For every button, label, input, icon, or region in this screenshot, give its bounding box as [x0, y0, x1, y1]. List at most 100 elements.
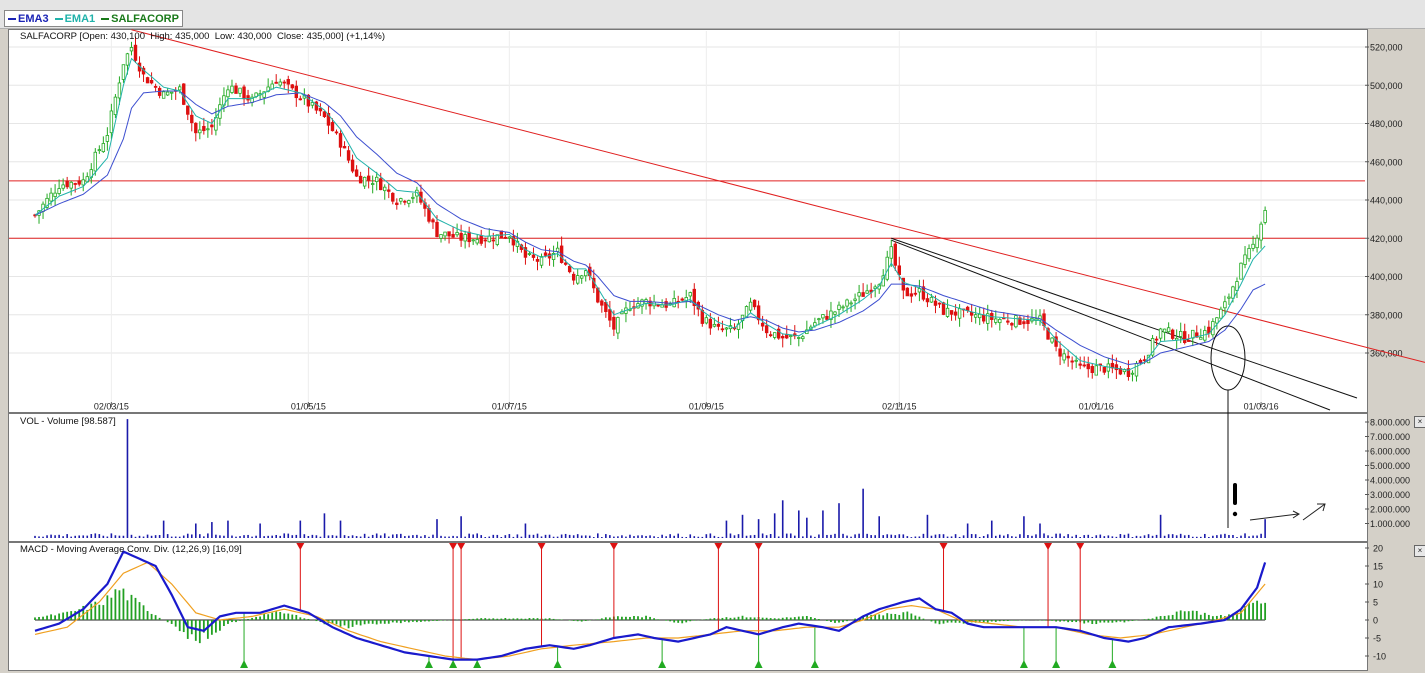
candle-body [161, 91, 166, 99]
macd-histogram-bar [1183, 611, 1186, 620]
candle-body [833, 311, 837, 315]
macd-y-tick-label: -5 [1373, 634, 1381, 644]
macd-histogram-bar [1091, 620, 1094, 624]
macd-histogram-bar [363, 620, 366, 625]
volume-bar [412, 535, 414, 538]
macd-histogram-bar [468, 618, 471, 620]
candle-body [471, 239, 475, 242]
candle-body [93, 151, 97, 172]
macd-histogram-bar [182, 620, 185, 633]
candle-body [379, 178, 383, 191]
macd-pane-close-button[interactable]: × [1414, 545, 1425, 557]
volume-pane[interactable]: VOL - Volume [98.587] [8, 413, 1368, 542]
volume-bar [532, 534, 535, 538]
legend-item-salfacorp[interactable]: SALFACORP [101, 13, 179, 25]
macd-histogram-bar [166, 620, 169, 623]
macd-histogram-bar [657, 619, 659, 620]
macd-histogram-bar [1220, 614, 1222, 620]
candle-body [133, 44, 138, 61]
macd-histogram-bar [942, 620, 945, 624]
macd-histogram-bar [1207, 614, 1210, 620]
volume-bar [158, 535, 161, 538]
macd-histogram-bar [98, 604, 101, 620]
volume-bar [789, 533, 792, 538]
candle-body [507, 236, 512, 239]
volume-bar [673, 535, 675, 538]
sell-signal-marker [939, 543, 948, 550]
legend-item-ema1[interactable]: EMA1 [54, 13, 95, 25]
candle-body [491, 239, 495, 242]
macd-histogram-bar [1147, 618, 1150, 620]
candle-body [897, 265, 901, 276]
macd-histogram-bar [58, 613, 61, 620]
volume-bar [1115, 536, 1118, 538]
candle-body [998, 318, 1002, 324]
candle-body [226, 89, 230, 98]
candle-body [503, 236, 508, 239]
candle-body [234, 85, 238, 94]
volume-bar [512, 536, 515, 538]
volume-bar [613, 536, 615, 538]
candle-body [113, 96, 118, 116]
macd-histogram-bar [520, 618, 523, 620]
macd-histogram-bar [1187, 611, 1190, 620]
volume-bar [954, 534, 957, 538]
volume-bar [886, 534, 889, 538]
volume-bar [166, 534, 169, 538]
candle-body [374, 176, 379, 183]
macd-histogram-bar [283, 613, 286, 620]
volume-bar [713, 535, 716, 538]
volume-bar [371, 534, 374, 538]
volume-bar [1256, 535, 1258, 538]
macd-histogram-bar [428, 620, 430, 622]
macd-histogram-bar [259, 616, 262, 620]
volume-bar [1003, 535, 1005, 538]
volume-bar [335, 535, 338, 538]
candle-body [467, 231, 471, 243]
macd-histogram-bar [516, 618, 519, 620]
macd-histogram-bar [424, 620, 426, 622]
volume-bar [291, 535, 294, 538]
descending-trendline [131, 29, 1425, 363]
candle-body [101, 143, 106, 153]
sell-signal-marker [754, 543, 763, 550]
candle-body [535, 259, 540, 262]
volume-bar [1216, 535, 1218, 538]
volume-bar [1071, 536, 1073, 538]
macd-histogram-bar [572, 620, 575, 621]
macd-histogram-bar [886, 613, 889, 620]
macd-histogram-bar [1123, 620, 1126, 623]
macd-histogram-bar [894, 613, 897, 620]
volume-bar [999, 534, 1001, 538]
candle-body [511, 236, 516, 246]
legend-item-ema3[interactable]: EMA3 [8, 13, 49, 25]
volume-bar [677, 533, 679, 538]
macd-histogram-bar [1083, 620, 1086, 624]
volume-pane-close-button[interactable]: × [1414, 416, 1425, 428]
price-x-tick-label: 02/03/15 [94, 402, 129, 412]
macd-histogram-bar [1059, 620, 1061, 622]
price-y-tick-label: 520,000 [1370, 43, 1403, 53]
volume-bar [689, 534, 692, 538]
macd-histogram-bar [608, 617, 611, 620]
volume-bar [303, 534, 306, 538]
volume-bar [693, 536, 696, 538]
volume-bar [826, 534, 828, 538]
macd-histogram-bar [299, 617, 302, 620]
volume-bar [890, 534, 893, 538]
volume-bar [1163, 535, 1166, 538]
macd-histogram-bar [769, 618, 772, 620]
volume-bar [753, 534, 756, 538]
macd-pane[interactable]: MACD - Moving Average Conv. Div. (12,26,… [8, 542, 1368, 671]
volume-bar [1119, 534, 1122, 538]
macd-histogram-bar [878, 614, 881, 620]
macd-histogram-bar [524, 618, 527, 620]
macd-histogram-bar [761, 617, 764, 620]
macd-histogram-bar [508, 618, 511, 620]
volume-bar [416, 534, 418, 538]
macd-histogram-bar [512, 618, 515, 620]
volume-bar [733, 535, 736, 538]
macd-histogram-bar [870, 614, 873, 620]
macd-histogram-bar [1002, 620, 1005, 622]
candle-body [756, 305, 761, 321]
